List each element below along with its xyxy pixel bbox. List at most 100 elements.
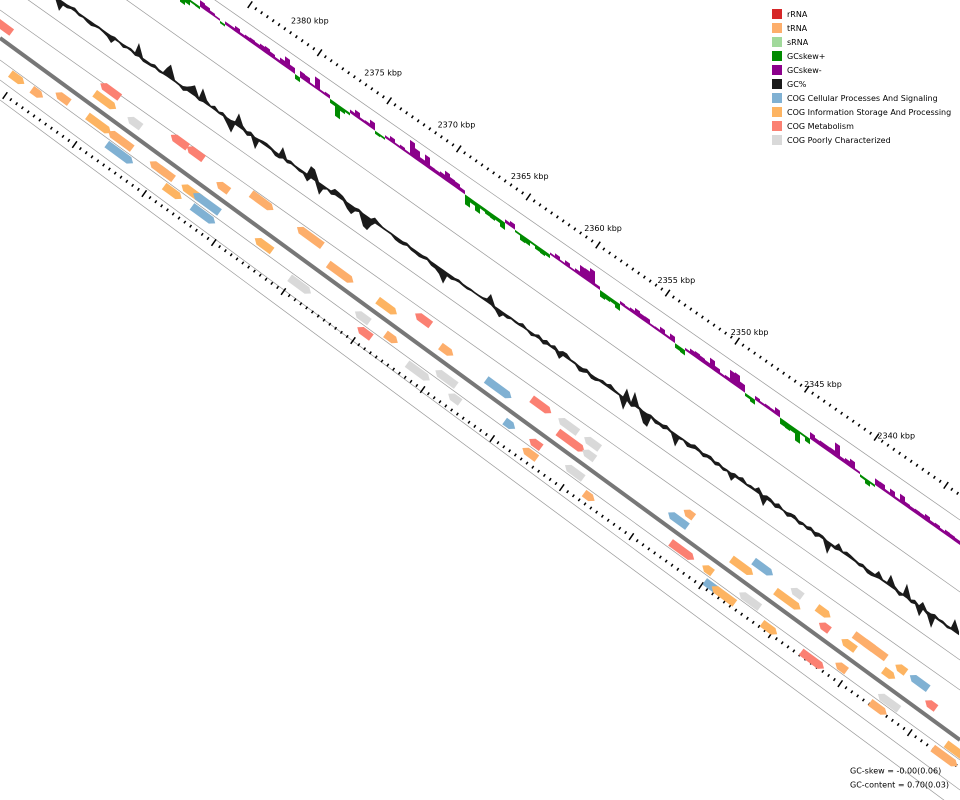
tick <box>410 115 414 119</box>
tick <box>445 139 449 143</box>
tick <box>625 263 629 267</box>
tick <box>780 641 784 645</box>
tick <box>885 714 889 718</box>
tick <box>544 207 548 211</box>
tick <box>467 420 471 424</box>
gc-skew-positive <box>465 194 470 208</box>
gc-skew-negative <box>710 357 715 372</box>
tick <box>844 686 848 690</box>
legend-swatch <box>772 135 782 145</box>
tick <box>693 579 697 584</box>
gc-skew-negative <box>835 442 840 460</box>
tick <box>676 567 680 571</box>
tick <box>554 481 558 486</box>
tick <box>757 624 761 629</box>
tick <box>347 71 351 75</box>
gene-arrow <box>254 237 275 255</box>
tick <box>223 249 227 253</box>
tick <box>9 97 13 102</box>
tick <box>927 471 931 475</box>
gc-skew-negative <box>510 220 515 230</box>
gc-skew-negative <box>695 351 700 361</box>
tick <box>206 236 210 241</box>
gene-arrow <box>683 509 697 521</box>
gene-arrow <box>100 83 123 101</box>
tick <box>595 510 599 514</box>
gc-skew-negative <box>320 89 325 96</box>
gc-skew-negative <box>265 45 270 57</box>
tick <box>532 199 536 203</box>
tick <box>956 491 960 496</box>
gc-skew-positive <box>340 105 345 115</box>
gc-skew-negative <box>435 169 440 177</box>
tick <box>658 555 662 559</box>
gene <box>127 116 144 131</box>
gene <box>415 313 434 329</box>
gene <box>529 395 552 414</box>
gene-arrow <box>582 449 598 463</box>
gc-skew-negative <box>315 76 320 92</box>
gc-skew-negative <box>215 15 220 21</box>
gc-skew-negative <box>225 21 230 28</box>
gc-skew-negative <box>905 501 910 510</box>
tick <box>915 463 919 467</box>
labels: 2380 kbp 2375 kbp 2370 kbp 2365 kbp 2360 kbp… <box>291 17 915 441</box>
gene <box>814 604 831 618</box>
gc-skew-negative <box>740 381 745 393</box>
tick <box>434 131 438 135</box>
tick <box>44 122 48 126</box>
gc-skew-negative <box>735 372 740 390</box>
tick <box>426 392 430 396</box>
gene <box>739 592 763 611</box>
guide-line <box>0 79 960 791</box>
tick <box>125 179 129 183</box>
tick <box>896 722 900 727</box>
gene <box>438 342 454 356</box>
gene-arrow <box>930 744 958 767</box>
tick <box>635 539 639 543</box>
tick <box>119 175 123 179</box>
tick <box>624 530 628 535</box>
gc-skew-negative <box>815 437 820 446</box>
gc-skew-negative <box>210 10 215 18</box>
tick <box>579 231 583 235</box>
tick <box>716 596 720 600</box>
gene <box>7 70 25 85</box>
gc-skew-positive <box>295 73 300 83</box>
tick <box>497 175 501 179</box>
tick <box>345 334 349 339</box>
tick <box>906 728 913 737</box>
gc-skew-positive <box>800 431 805 438</box>
tick <box>821 669 825 674</box>
tick <box>419 385 426 394</box>
gc-skew-negative <box>200 0 205 11</box>
gene-arrow <box>877 693 902 713</box>
tick <box>751 620 755 625</box>
gene <box>751 557 774 576</box>
gene-arrow <box>287 274 312 294</box>
gc-skew-negative <box>575 268 580 276</box>
tick <box>816 395 820 399</box>
guide-line <box>126 0 960 593</box>
gc-skew-negative <box>405 149 410 156</box>
tick <box>618 526 622 531</box>
gc-skew-negative <box>505 219 510 227</box>
gc-skew-positive <box>545 251 550 259</box>
tick <box>38 118 42 122</box>
legend-swatch <box>772 9 782 19</box>
tick <box>943 481 949 490</box>
gene <box>529 438 544 451</box>
gene-arrow <box>798 648 824 669</box>
gene <box>92 89 117 110</box>
tick <box>740 612 744 616</box>
tick <box>647 547 651 551</box>
tick <box>745 616 749 620</box>
tick <box>837 679 844 688</box>
tick <box>84 151 88 155</box>
gc-skew-negative <box>415 148 420 163</box>
gc-skew-negative <box>455 181 460 191</box>
gc-skew-negative <box>550 252 555 259</box>
gc-skew-negative <box>725 374 730 383</box>
gc-skew-negative <box>205 4 210 14</box>
gc-skew-positive <box>750 396 755 405</box>
